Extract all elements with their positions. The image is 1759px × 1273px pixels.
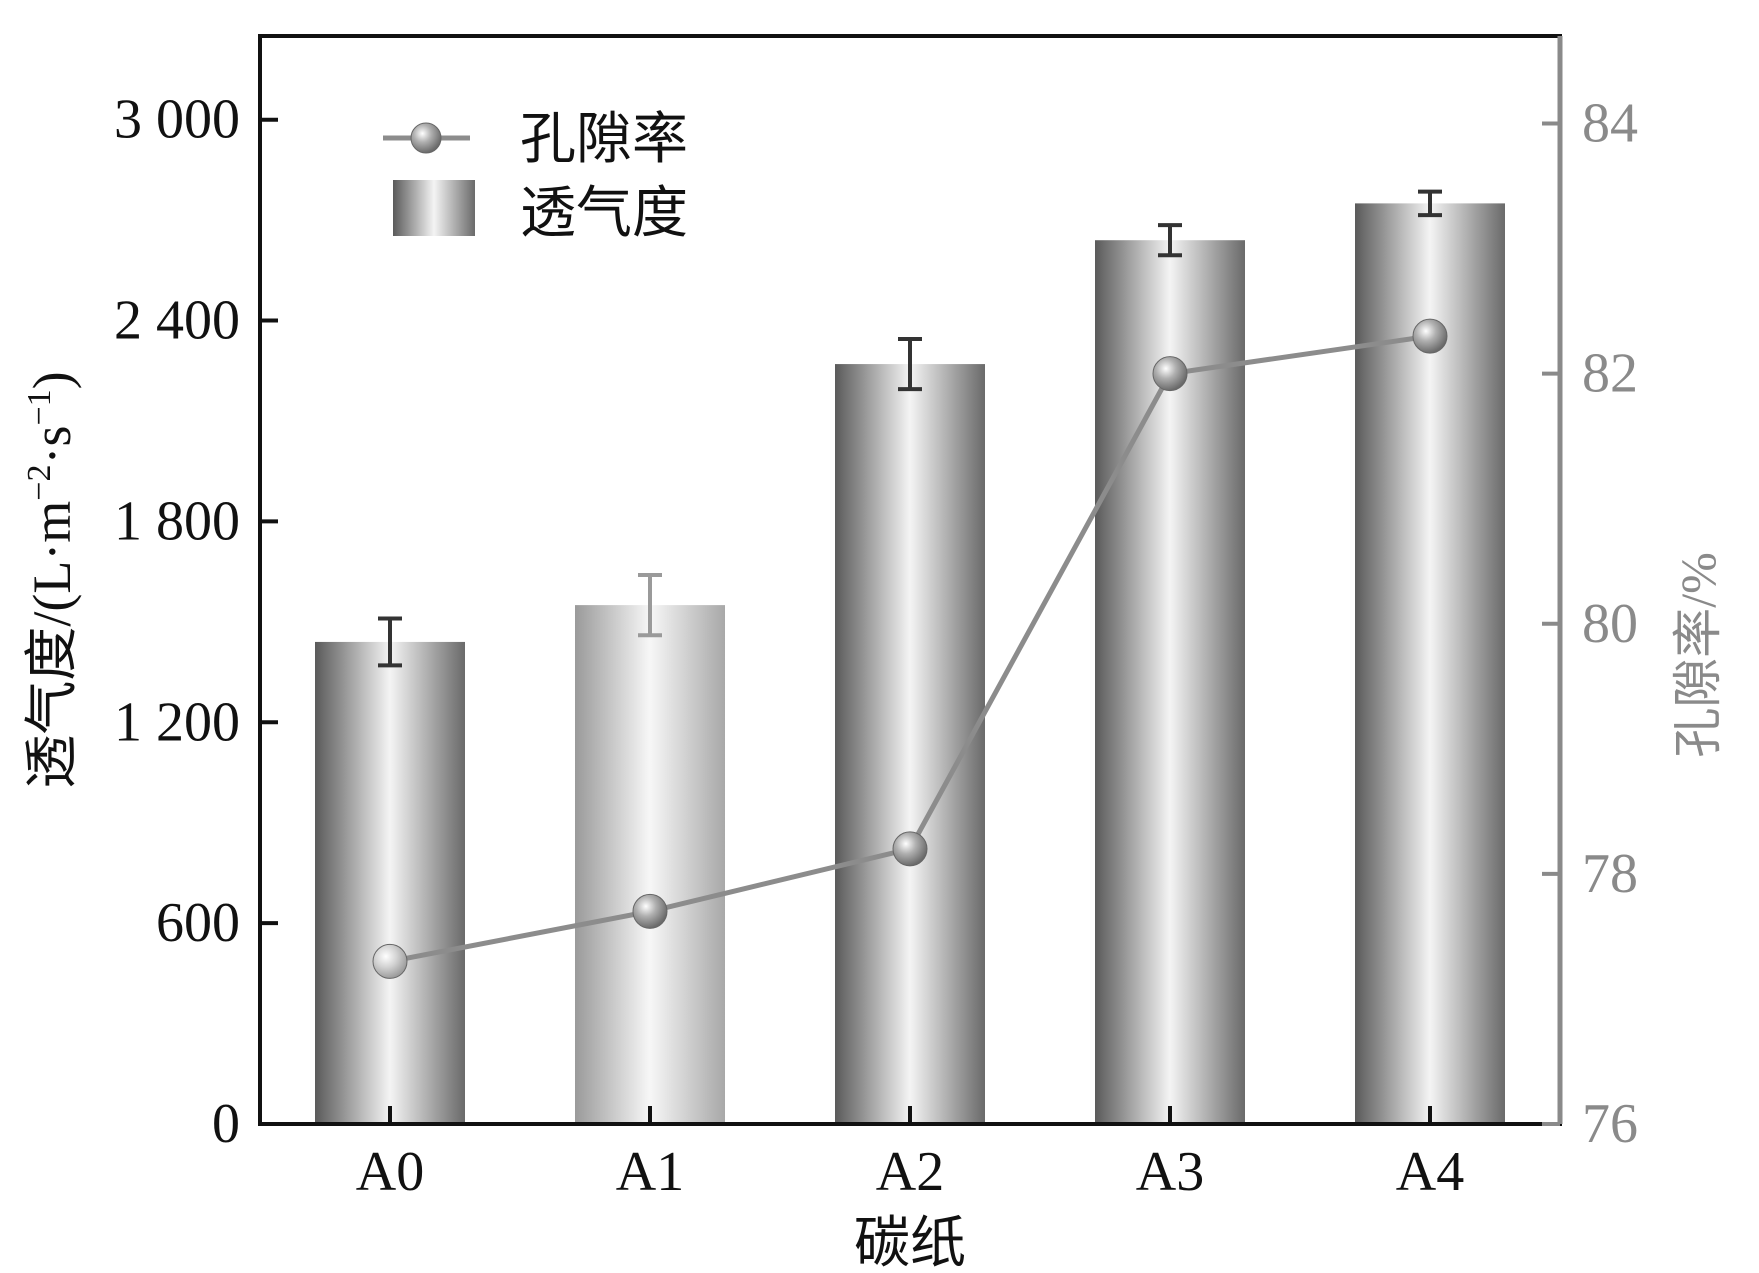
legend-line-marker — [410, 122, 442, 154]
x-tick-label: A4 — [1396, 1141, 1464, 1203]
right-axis-ticks: 76 78 80 82 84 — [1542, 93, 1638, 1155]
x-tick-label: A0 — [356, 1141, 424, 1203]
right-tick-label: 76 — [1582, 1093, 1638, 1155]
left-axis-title-sup2: −1 — [21, 389, 58, 425]
bar-A4 — [1355, 203, 1505, 1124]
left-tick-label: 1 800 — [114, 490, 240, 552]
error-bar-A2 — [898, 336, 922, 392]
x-tick-label: A3 — [1136, 1141, 1204, 1203]
left-tick-label: 3 000 — [114, 89, 240, 151]
left-axis-title-main: 透气度/(L·m — [22, 501, 82, 789]
legend-bar-swatch — [393, 180, 475, 236]
x-tick-label: A2 — [876, 1141, 944, 1203]
left-axis-ticks: 0 600 1 200 1 800 2 400 3 000 — [114, 89, 278, 1155]
left-axis-title: 透气度/(L·m−2·s−1) — [21, 371, 82, 788]
error-bar-A0 — [378, 616, 402, 668]
error-bars-layer — [378, 189, 1442, 668]
error-bar-A4 — [1418, 189, 1442, 218]
left-axis-title-end: ) — [22, 371, 82, 389]
bar-A0 — [315, 641, 465, 1124]
x-tick-label: A1 — [616, 1141, 684, 1203]
porosity-point-A4 — [1412, 318, 1448, 354]
porosity-point-A3 — [1152, 356, 1188, 392]
left-tick-label: 2 400 — [114, 290, 240, 352]
porosity-point-A2 — [892, 831, 928, 867]
x-axis-ticks: A0 A1 A2 A3 A4 — [356, 1106, 1464, 1203]
right-tick-label: 78 — [1582, 843, 1638, 905]
left-axis-title-sup1: −2 — [21, 465, 58, 501]
legend-label-porosity: 孔隙率 — [520, 109, 688, 171]
porosity-point-A1 — [632, 893, 668, 929]
right-tick-label: 82 — [1582, 343, 1638, 405]
right-axis-title: 孔隙率/% — [1670, 552, 1726, 758]
error-bar-A3 — [1158, 223, 1182, 258]
left-tick-label: 0 — [212, 1093, 240, 1155]
left-tick-label: 1 200 — [114, 691, 240, 753]
right-tick-label: 84 — [1582, 93, 1638, 155]
porosity-point-A0 — [372, 943, 408, 979]
porosity-line-layer — [372, 318, 1448, 979]
legend-label-permeability: 透气度 — [520, 183, 688, 245]
error-bar-A1 — [638, 572, 662, 638]
bar-A1 — [575, 605, 725, 1124]
left-axis-title-mid: ·s — [22, 426, 82, 465]
legend: 孔隙率 透气度 — [383, 109, 688, 245]
right-tick-label: 80 — [1582, 593, 1638, 655]
left-tick-label: 600 — [156, 892, 240, 954]
x-axis-title: 碳纸 — [854, 1213, 966, 1273]
bar-A2 — [835, 364, 985, 1124]
